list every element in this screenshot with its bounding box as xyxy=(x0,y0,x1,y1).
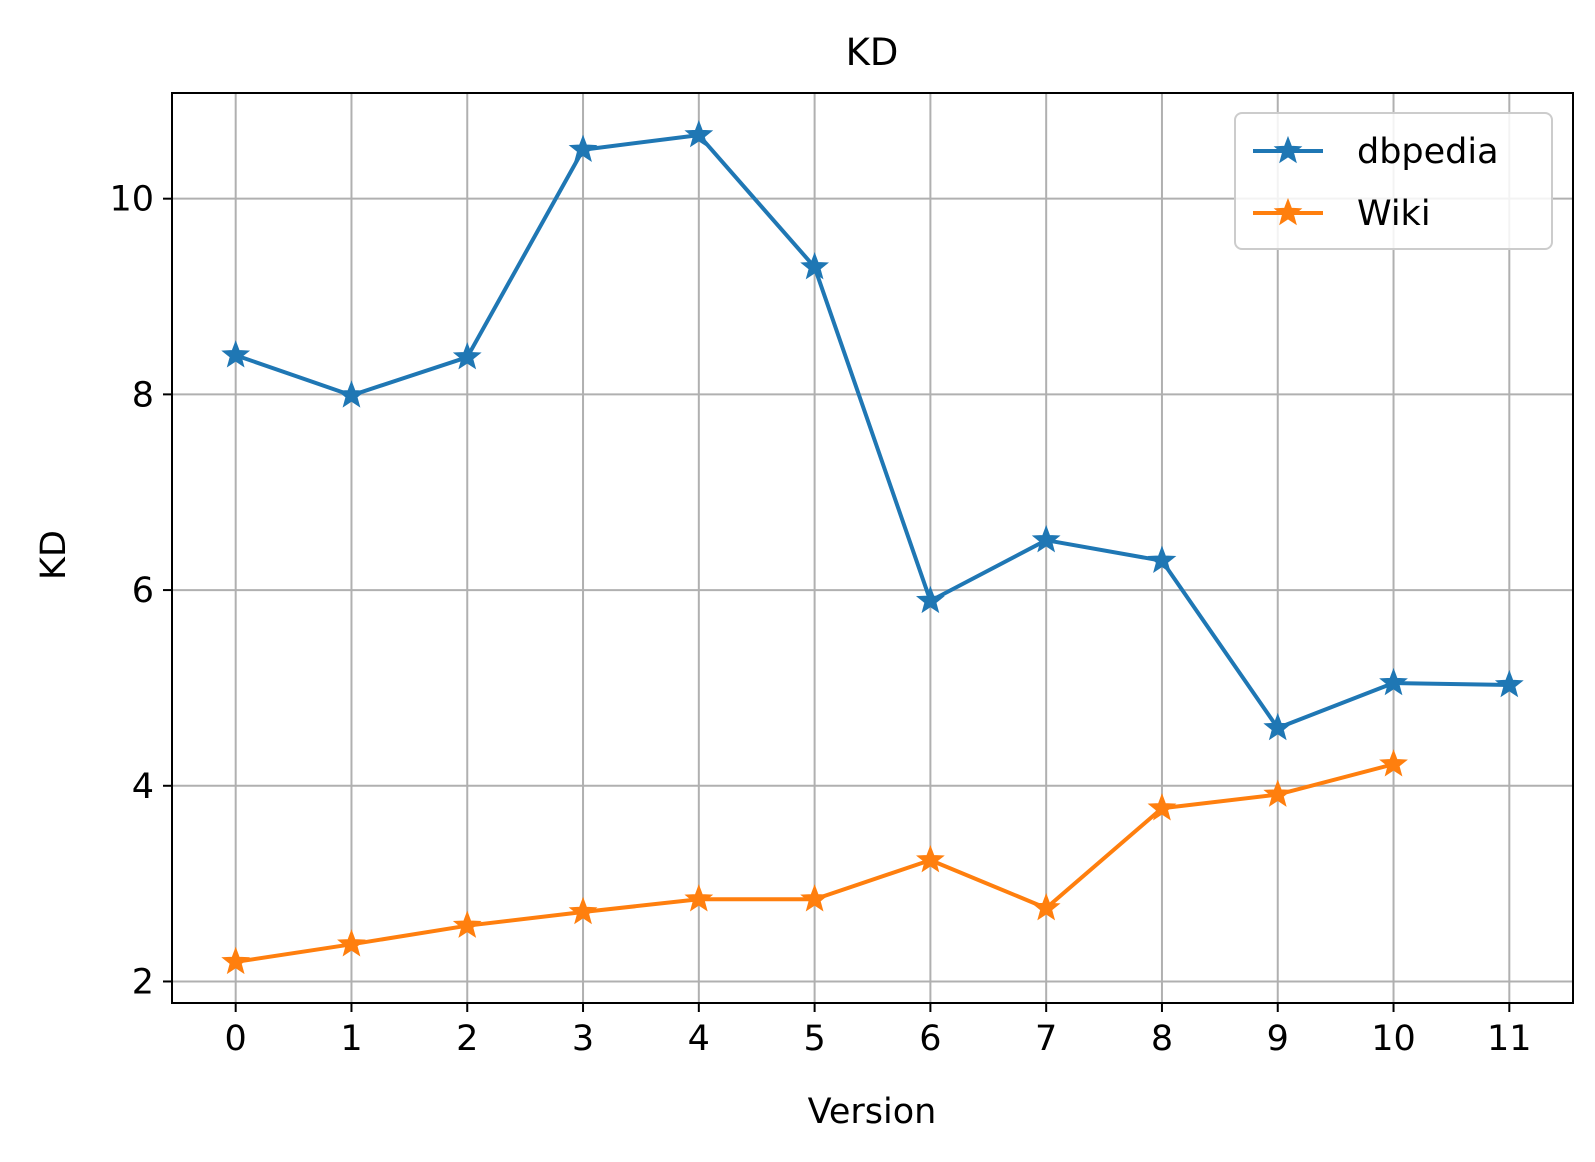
chart-title: KD xyxy=(846,31,899,74)
x-tick-label: 1 xyxy=(340,1019,362,1059)
data-point-dbpedia xyxy=(1494,669,1524,698)
legend: dbpedia Wiki xyxy=(1234,112,1553,250)
x-tick-label: 0 xyxy=(225,1019,247,1059)
data-point-wiki xyxy=(1263,779,1293,807)
legend-label-dbpedia: dbpedia xyxy=(1357,132,1499,172)
y-tick-label: 2 xyxy=(132,962,154,1002)
legend-marker-wiki xyxy=(1273,197,1303,226)
series-lines xyxy=(221,119,1524,975)
axes: 0 1 2 3 4 5 6 7 8 9 10 11 2 4 6 8 10 xyxy=(109,92,1574,1059)
data-point-dbpedia xyxy=(568,134,598,162)
data-point-dbpedia xyxy=(452,342,482,370)
x-tick-label: 8 xyxy=(1151,1019,1173,1059)
y-tick-label: 8 xyxy=(132,375,154,415)
legend-label-wiki: Wiki xyxy=(1357,194,1431,234)
data-point-wiki xyxy=(916,845,945,873)
legend-marker-dbpedia xyxy=(1273,135,1303,164)
x-tick-label: 11 xyxy=(1487,1019,1532,1059)
y-tick-label: 10 xyxy=(109,180,154,220)
data-point-dbpedia xyxy=(1263,712,1293,741)
data-point-wiki xyxy=(1147,793,1177,821)
data-point-wiki xyxy=(1379,749,1408,777)
x-tick-label: 6 xyxy=(919,1019,941,1059)
data-point-dbpedia xyxy=(800,252,829,280)
data-point-wiki xyxy=(684,884,714,912)
data-point-dbpedia xyxy=(916,585,945,614)
x-axis-label: Version xyxy=(808,1092,937,1132)
data-point-dbpedia xyxy=(337,380,366,408)
data-point-wiki xyxy=(1031,892,1061,921)
data-point-dbpedia xyxy=(1147,545,1177,573)
data-point-wiki xyxy=(337,929,366,957)
x-tick-label: 7 xyxy=(1035,1019,1057,1059)
x-tick-label: 10 xyxy=(1371,1019,1416,1059)
series-line-dbpedia xyxy=(233,133,1512,731)
data-point-wiki xyxy=(221,946,251,975)
data-point-dbpedia xyxy=(221,340,251,368)
plot-frame xyxy=(171,92,1574,1004)
data-point-dbpedia xyxy=(684,119,714,148)
y-tick-label: 6 xyxy=(132,571,154,611)
data-point-wiki xyxy=(568,896,598,925)
grid-lines xyxy=(172,93,1573,1003)
data-point-dbpedia xyxy=(1031,525,1061,553)
x-tick-label: 3 xyxy=(572,1019,594,1059)
x-tick-label: 2 xyxy=(456,1019,478,1059)
y-axis-label: KD xyxy=(34,530,74,580)
y-tick-label: 4 xyxy=(132,767,154,807)
data-point-wiki xyxy=(452,910,482,938)
data-point-dbpedia xyxy=(1379,667,1408,696)
x-tick-label: 9 xyxy=(1267,1019,1289,1059)
x-tick-label: 4 xyxy=(688,1019,710,1059)
x-tick-label: 5 xyxy=(803,1019,825,1059)
data-point-wiki xyxy=(800,884,829,912)
